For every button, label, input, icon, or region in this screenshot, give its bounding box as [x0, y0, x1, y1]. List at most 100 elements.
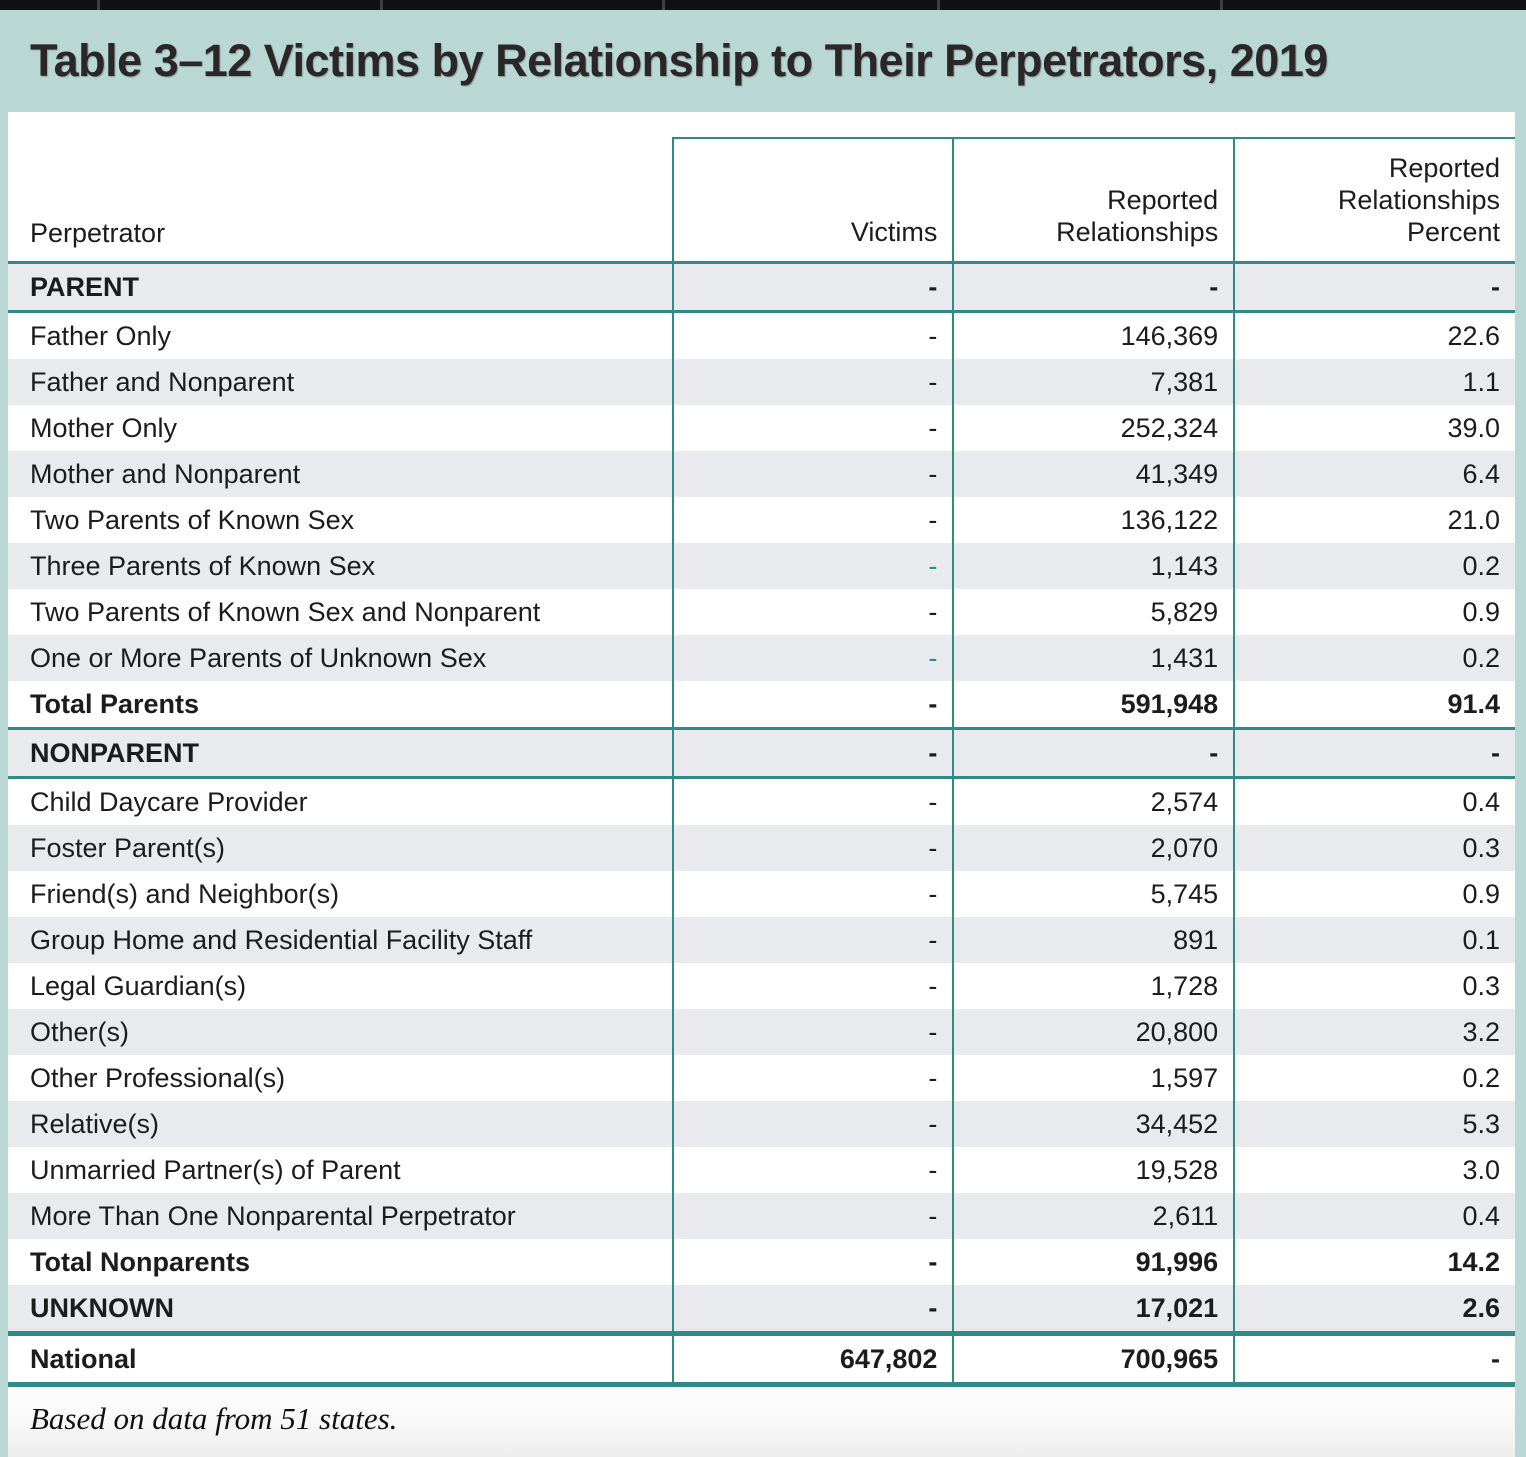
victims-cell: -	[671, 681, 954, 730]
table-row: Total Nonparents -91,996 14.2	[8, 1239, 1515, 1285]
header-spacer-row	[8, 112, 1515, 138]
row-label-cell: Three Parents of Known Sex	[8, 543, 673, 589]
table-sheet: Perpetrator Victims Reported Relationshi…	[8, 112, 1515, 1387]
table-row: Friend(s) and Neighbor(s) -5,745 0.9	[8, 871, 1515, 917]
viewer-chrome-bar	[0, 0, 1526, 10]
reported-relationships-cell: 5,745	[952, 871, 1235, 917]
relationship-table: Perpetrator Victims Reported Relationshi…	[8, 112, 1515, 1387]
percent-cell: 14.2	[1233, 1239, 1515, 1285]
table-row: Two Parents of Known Sex -136,122 21.0	[8, 497, 1515, 543]
table-row: Two Parents of Known Sex and Nonparent -5…	[8, 589, 1515, 635]
row-label-cell: Other(s)	[8, 1009, 673, 1055]
percent-cell: 21.0	[1233, 497, 1515, 543]
victims-cell: -	[671, 777, 954, 825]
reported-relationships-cell: 252,324	[952, 405, 1235, 451]
percent-cell: 0.3	[1233, 825, 1515, 871]
reported-relationships-cell: 20,800	[952, 1009, 1235, 1055]
row-label-cell: Friend(s) and Neighbor(s)	[30, 878, 340, 909]
reported-relationships-cell: -	[952, 262, 1235, 313]
percent-cell: 3.0	[1233, 1147, 1515, 1193]
percent-cell: 39.0	[1233, 405, 1515, 451]
row-label-cell: Group Home and Residential Facility Staf…	[8, 917, 673, 963]
row-label-cell: Child Daycare Provider	[30, 786, 308, 817]
reported-relationships-cell: 19,528	[952, 1147, 1235, 1193]
percent-cell: 3.2	[1233, 1009, 1515, 1055]
reported-relationships-cell: 5,829	[952, 589, 1235, 635]
percent-cell: 0.1	[1233, 917, 1515, 963]
table-row: Legal Guardian(s) -1,728 0.3	[8, 963, 1515, 1009]
table-row: Foster Parent(s) -2,070 0.3	[8, 825, 1515, 871]
percent-cell: 0.2	[1233, 1055, 1515, 1101]
victims-cell: -	[671, 311, 954, 359]
row-label-cell: Other Professional(s)	[30, 1062, 286, 1093]
percent-cell: -	[1233, 728, 1515, 779]
reported-relationships-cell: 891	[952, 917, 1235, 963]
header-row: Perpetrator Victims Reported Relationshi…	[8, 137, 1515, 264]
percent-cell: -	[1233, 262, 1515, 313]
table-row: Other(s) -20,800 3.2	[8, 1009, 1515, 1055]
victims-cell: -	[671, 1101, 954, 1147]
victims-cell: -	[671, 917, 954, 963]
victims-cell: -	[671, 497, 954, 543]
row-label-cell: Relative(s)	[8, 1101, 673, 1147]
column-header-reported-relationships-percent: Reported Relationships Percent	[1233, 137, 1515, 264]
reported-relationships-cell: 41,349	[952, 451, 1235, 497]
victims-cell: -	[671, 1009, 954, 1055]
reported-relationships-cell: 700,965	[952, 1333, 1235, 1387]
reported-relationships-cell: 1,597	[952, 1055, 1235, 1101]
percent-cell: 22.6	[1233, 311, 1515, 359]
row-label-cell: Legal Guardian(s)	[30, 970, 247, 1001]
table-row: Unmarried Partner(s) of Parent -19,528 3.0	[8, 1147, 1515, 1193]
victims-cell: -	[671, 635, 954, 681]
table-row: Mother and Nonparent -41,349 6.4	[8, 451, 1515, 497]
victims-cell: -	[671, 1147, 954, 1193]
victims-cell: -	[671, 543, 954, 589]
percent-cell: 0.4	[1233, 777, 1515, 825]
victims-cell: -	[671, 451, 954, 497]
victims-cell: 647,802	[671, 1333, 954, 1387]
reported-relationships-cell: 91,996	[952, 1239, 1235, 1285]
row-label-cell: Foster Parent(s)	[8, 825, 673, 871]
reported-relationships-cell: 1,728	[952, 963, 1235, 1009]
percent-cell: 0.2	[1233, 543, 1515, 589]
percent-cell: -	[1233, 1333, 1515, 1387]
row-label-cell: National	[8, 1333, 673, 1387]
row-label-cell: Total Parents	[8, 681, 673, 730]
percent-cell: 91.4	[1233, 681, 1515, 730]
victims-cell: -	[671, 963, 954, 1009]
reported-relationships-cell: 591,948	[952, 681, 1235, 730]
table-row: Other Professional(s) -1,597 0.2	[8, 1055, 1515, 1101]
table-footnote: Based on data from 51 states.	[8, 1387, 1515, 1457]
table-row: NONPARENT - - -	[8, 728, 1515, 779]
table-row: Father Only -146,369 22.6	[8, 311, 1515, 359]
page-title: Table 3–12 Victims by Relationship to Th…	[30, 35, 1328, 86]
victims-cell: -	[671, 262, 954, 313]
table-row: Relative(s) -34,452 5.3	[8, 1101, 1515, 1147]
row-label-cell: Father and Nonparent	[8, 359, 673, 405]
percent-cell: 2.6	[1233, 1285, 1515, 1336]
column-header-reported-relationships: Reported Relationships	[952, 137, 1235, 264]
table-row: PARENT - - -	[8, 262, 1515, 313]
column-header-perpetrator: Perpetrator	[8, 138, 673, 264]
row-label-cell: Unmarried Partner(s) of Parent	[30, 1154, 401, 1185]
row-label-cell: PARENT	[8, 262, 673, 313]
table-row: UNKNOWN -17,021 2.6	[8, 1285, 1515, 1336]
victims-cell: -	[671, 1055, 954, 1101]
table-row: Father and Nonparent -7,381 1.1	[8, 359, 1515, 405]
row-label-cell: Father Only	[30, 320, 172, 351]
percent-cell: 0.2	[1233, 635, 1515, 681]
victims-cell: -	[671, 871, 954, 917]
column-header-victims: Victims	[671, 137, 954, 264]
victims-cell: -	[671, 728, 954, 779]
victims-cell: -	[671, 589, 954, 635]
reported-relationships-cell: 136,122	[952, 497, 1235, 543]
table-header: Perpetrator Victims Reported Relationshi…	[8, 112, 1515, 264]
percent-cell: 0.9	[1233, 589, 1515, 635]
victims-cell: -	[671, 359, 954, 405]
table-row: One or More Parents of Unknown Sex -1,431…	[8, 635, 1515, 681]
reported-relationships-cell: 2,574	[952, 777, 1235, 825]
reported-relationships-cell: 7,381	[952, 359, 1235, 405]
row-label-cell: NONPARENT	[8, 728, 673, 779]
table-row: Group Home and Residential Facility Staf…	[8, 917, 1515, 963]
percent-cell: 5.3	[1233, 1101, 1515, 1147]
